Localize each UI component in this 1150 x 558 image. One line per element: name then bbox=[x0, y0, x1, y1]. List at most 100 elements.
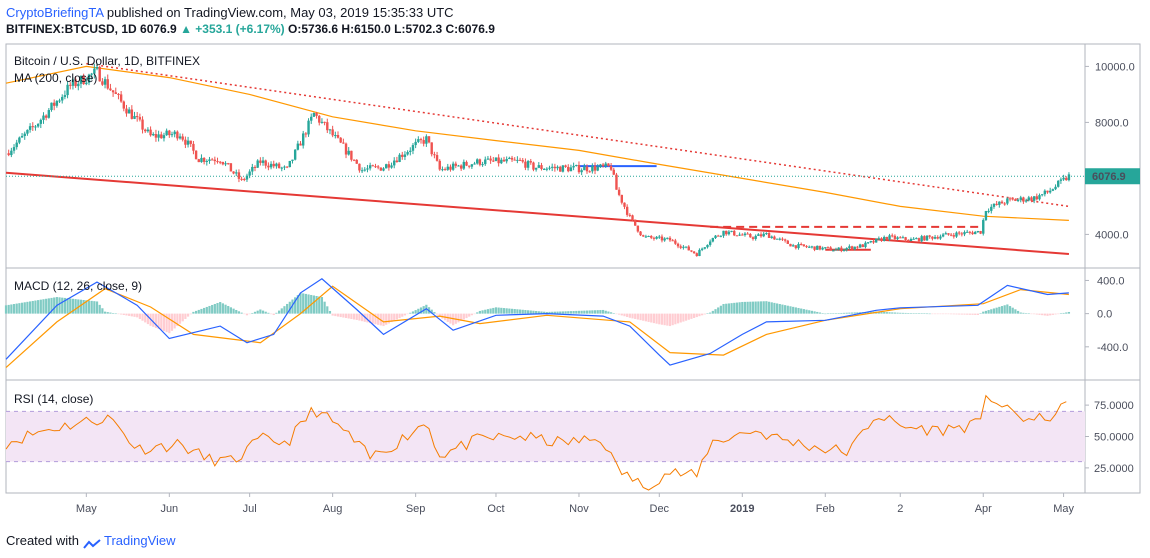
candle-body bbox=[982, 220, 985, 234]
macd-histogram-bar bbox=[626, 313, 629, 317]
macd-histogram-bar bbox=[947, 313, 950, 315]
macd-histogram-bar bbox=[203, 307, 206, 314]
candle-body bbox=[628, 214, 632, 216]
time-tick-label: Jun bbox=[160, 503, 178, 515]
candle-body bbox=[1065, 177, 1068, 181]
macd-histogram-bar bbox=[703, 313, 706, 315]
macd-histogram-bar bbox=[208, 305, 211, 314]
time-tick-label: 2019 bbox=[730, 503, 754, 515]
macd-histogram-bar bbox=[1014, 309, 1017, 314]
time-axis[interactable]: May Jun Jul Aug Sep Oct Nov Dec 2019 Feb 2 Apr May bbox=[76, 493, 1075, 515]
candle-body bbox=[1003, 203, 1006, 205]
macd-histogram-bar bbox=[146, 313, 150, 325]
candle-body bbox=[971, 232, 974, 235]
macd-histogram-bar bbox=[168, 313, 171, 334]
macd-histogram-bar bbox=[773, 302, 776, 314]
macd-histogram-bar bbox=[658, 313, 661, 325]
candle-body bbox=[486, 158, 490, 160]
macd-histogram-bar bbox=[1016, 310, 1020, 314]
macd-histogram-bar bbox=[668, 313, 672, 327]
time-tick-label: Apr bbox=[975, 503, 992, 515]
macd-histogram-bar bbox=[631, 313, 634, 319]
candle-body bbox=[323, 121, 326, 123]
macd-histogram-bar bbox=[781, 304, 784, 314]
candle-body bbox=[291, 159, 294, 161]
macd-histogram-bar bbox=[992, 308, 996, 314]
candle-body bbox=[12, 147, 16, 151]
candle-body bbox=[757, 234, 760, 236]
candle-body bbox=[896, 237, 899, 239]
candle-body bbox=[861, 244, 864, 248]
candle-body bbox=[149, 129, 152, 136]
macd-histogram-bar bbox=[577, 310, 581, 314]
candle-body bbox=[331, 129, 334, 136]
candle-body bbox=[457, 165, 460, 167]
macd-histogram-bar bbox=[154, 313, 158, 328]
macd-histogram-bar bbox=[194, 310, 198, 314]
candle-body bbox=[730, 230, 733, 232]
macd-histogram-bar bbox=[10, 304, 13, 314]
macd-histogram-bar bbox=[848, 312, 851, 314]
candle-body bbox=[384, 164, 388, 169]
macd-histogram-bar bbox=[39, 299, 42, 314]
macd-histogram-bar bbox=[883, 311, 886, 314]
candle-body bbox=[818, 245, 822, 250]
candle-body bbox=[267, 165, 270, 168]
macd-histogram-bar bbox=[982, 311, 985, 314]
candle-body bbox=[154, 134, 158, 138]
candle-body bbox=[824, 247, 827, 249]
macd-histogram-bar bbox=[1054, 313, 1057, 315]
candle-body bbox=[165, 130, 168, 136]
macd-histogram-bar bbox=[652, 313, 656, 324]
candle-body bbox=[797, 244, 800, 249]
candle-body bbox=[526, 161, 530, 168]
candle-body bbox=[122, 101, 126, 109]
macd-pane[interactable]: 400.0 0.0 -400.0 bbox=[4, 275, 1128, 369]
macd-histogram-bar bbox=[580, 310, 583, 314]
macd-histogram-bar bbox=[277, 310, 281, 314]
price-tick-label: 10000.0 bbox=[1095, 61, 1135, 73]
macd-histogram-bar bbox=[334, 313, 337, 317]
candle-body bbox=[264, 160, 267, 166]
candle-body bbox=[749, 234, 752, 238]
candle-body bbox=[1016, 199, 1020, 201]
time-tick-label: Jul bbox=[243, 503, 257, 515]
candle-body bbox=[933, 237, 937, 239]
candle-body bbox=[103, 79, 107, 85]
macd-histogram-bar bbox=[1008, 306, 1012, 314]
macd-histogram-bar bbox=[810, 310, 814, 314]
macd-histogram-bar bbox=[435, 313, 439, 315]
candle-body bbox=[925, 235, 929, 241]
macd-histogram-bar bbox=[339, 313, 342, 318]
candle-body bbox=[467, 165, 471, 167]
candle-body bbox=[235, 172, 238, 174]
candle-body bbox=[588, 171, 591, 173]
candle-body bbox=[609, 166, 613, 170]
macd-histogram-bar bbox=[37, 300, 40, 314]
macd-histogram-bar bbox=[757, 301, 760, 314]
macd-histogram-bar bbox=[636, 313, 639, 320]
macd-histogram-bar bbox=[1067, 311, 1071, 314]
candle-body bbox=[534, 167, 538, 170]
rsi-pane[interactable]: 75.0000 50.0000 25.0000 bbox=[5, 394, 1134, 491]
candle-body bbox=[909, 239, 913, 242]
candle-body bbox=[789, 243, 792, 247]
macd-histogram-bar bbox=[160, 313, 163, 331]
candle-body bbox=[965, 231, 969, 233]
macd-histogram-bar bbox=[575, 310, 578, 314]
candle-body bbox=[765, 233, 768, 235]
tradingview-brand[interactable]: TradingView bbox=[104, 533, 176, 548]
candle-body bbox=[1062, 177, 1065, 180]
candle-body bbox=[698, 249, 701, 257]
macd-histogram-bar bbox=[296, 295, 299, 314]
candle-body bbox=[176, 131, 179, 139]
author-link[interactable]: CryptoBriefingTA bbox=[6, 5, 104, 20]
macd-histogram-bar bbox=[299, 292, 302, 314]
macd-histogram-bar bbox=[122, 313, 125, 315]
candle-body bbox=[663, 238, 666, 241]
macd-histogram-bar bbox=[264, 311, 267, 314]
candle-body bbox=[69, 84, 72, 86]
macd-histogram-bar bbox=[561, 311, 565, 314]
